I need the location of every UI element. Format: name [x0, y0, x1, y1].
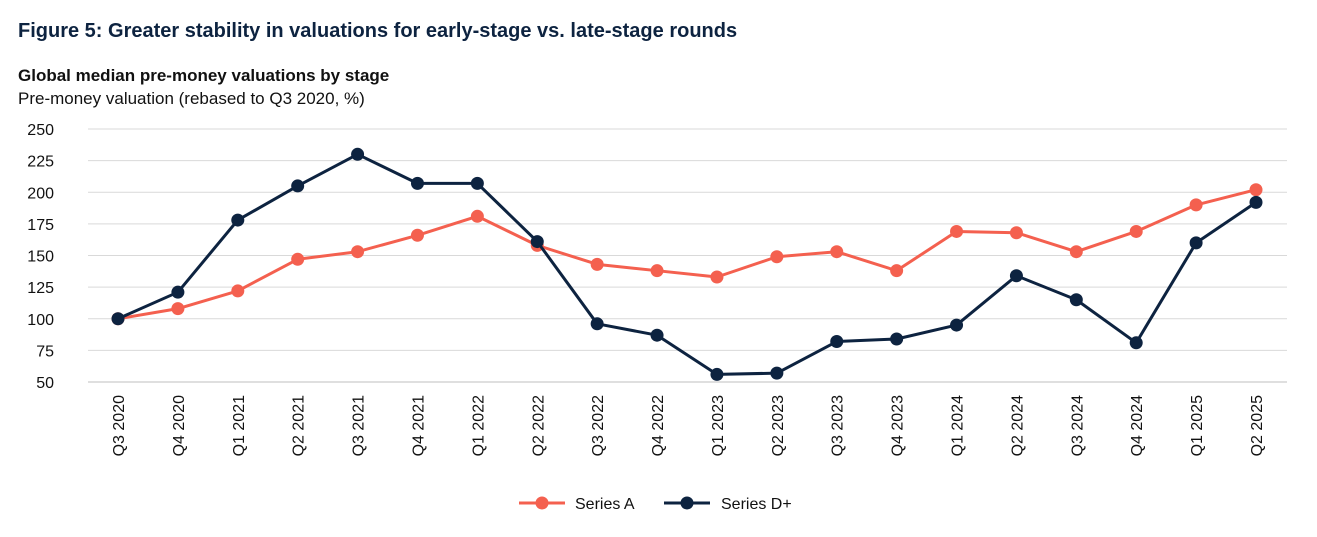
chart-title: Global median pre-money valuations by st…: [18, 66, 390, 85]
data-point: [410, 228, 424, 242]
data-point: [1129, 336, 1143, 350]
data-point: [171, 302, 185, 316]
data-point: [650, 264, 664, 278]
data-point: [770, 366, 784, 380]
data-point: [890, 332, 904, 346]
data-point: [470, 176, 484, 190]
x-tick-label: Q3 2022: [590, 395, 607, 456]
y-tick-label: 75: [36, 343, 54, 360]
figure-title: Figure 5: Greater stability in valuation…: [18, 20, 738, 42]
data-point: [530, 235, 544, 249]
data-point: [1129, 224, 1143, 238]
y-axis-tick-labels: 50 75 100 125 150 175 200 225 250: [27, 122, 54, 392]
x-tick-label: Q4 2022: [650, 395, 667, 456]
data-point: [830, 245, 844, 259]
data-point: [351, 147, 365, 161]
data-point: [291, 179, 305, 193]
data-point: [1009, 226, 1023, 240]
y-tick-label: 200: [27, 185, 54, 202]
data-point: [650, 328, 664, 342]
x-tick-label: Q4 2024: [1129, 395, 1146, 456]
data-point: [351, 245, 365, 259]
data-point: [1069, 245, 1083, 259]
data-point: [710, 367, 724, 381]
legend-item: Series A: [519, 496, 635, 513]
x-axis-tick-labels: Q3 2020 Q4 2020 Q1 2021 Q2 2021 Q3 2021 Q4 20…: [111, 395, 1266, 456]
data-point: [291, 252, 305, 266]
y-tick-label: 225: [27, 154, 54, 171]
data-point: [590, 317, 604, 331]
legend-item: Series D+: [664, 496, 792, 513]
legend-swatch-marker: [535, 496, 549, 510]
data-point: [1189, 236, 1203, 250]
data-point: [1249, 195, 1263, 209]
x-tick-label: Q2 2024: [1009, 395, 1026, 456]
data-point: [410, 176, 424, 190]
x-tick-label: Q3 2024: [1069, 395, 1086, 456]
x-tick-label: Q1 2025: [1189, 395, 1206, 456]
legend-label: Series D+: [721, 496, 792, 513]
series-layer: [111, 147, 1263, 381]
x-tick-label: Q2 2023: [770, 395, 787, 456]
data-point: [231, 213, 245, 227]
x-tick-label: Q2 2022: [530, 395, 547, 456]
x-tick-label: Q3 2020: [111, 395, 128, 456]
y-tick-label: 125: [27, 280, 54, 297]
y-tick-label: 50: [36, 375, 54, 392]
x-tick-label: Q4 2021: [410, 395, 427, 456]
series-line: [117, 188, 1257, 321]
data-point: [710, 270, 724, 284]
x-tick-label: Q1 2023: [710, 395, 727, 456]
series-a: [111, 183, 1263, 326]
data-point: [111, 312, 125, 326]
data-point: [1249, 183, 1263, 197]
data-point: [830, 335, 844, 349]
data-point: [950, 318, 964, 332]
x-tick-label: Q4 2020: [171, 395, 188, 456]
data-point: [890, 264, 904, 278]
data-point: [1009, 269, 1023, 283]
series-line: [117, 152, 1257, 376]
y-tick-label: 150: [27, 249, 54, 266]
x-tick-label: Q1 2021: [231, 395, 248, 456]
x-tick-label: Q1 2024: [950, 395, 967, 456]
y-tick-label: 100: [27, 312, 54, 329]
x-tick-label: Q3 2021: [351, 395, 368, 456]
x-tick-label: Q2 2021: [291, 395, 308, 456]
legend: Series A Series D+: [519, 496, 792, 513]
data-point: [590, 257, 604, 271]
x-tick-label: Q2 2025: [1249, 395, 1266, 456]
y-tick-label: 250: [27, 122, 54, 139]
data-point: [770, 250, 784, 264]
x-tick-label: Q4 2023: [890, 395, 907, 456]
data-point: [1189, 198, 1203, 212]
y-tick-label: 175: [27, 217, 54, 234]
data-point: [1069, 293, 1083, 307]
x-tick-label: Q1 2022: [470, 395, 487, 456]
x-tick-label: Q3 2023: [830, 395, 847, 456]
legend-label: Series A: [575, 496, 635, 513]
data-point: [231, 284, 245, 298]
data-point: [470, 209, 484, 223]
series-d-plus: [111, 147, 1263, 381]
gridlines: [88, 128, 1287, 383]
data-point: [171, 285, 185, 299]
chart-subtitle: Pre-money valuation (rebased to Q3 2020,…: [18, 89, 365, 108]
data-point: [950, 224, 964, 238]
legend-swatch-marker: [680, 496, 694, 510]
